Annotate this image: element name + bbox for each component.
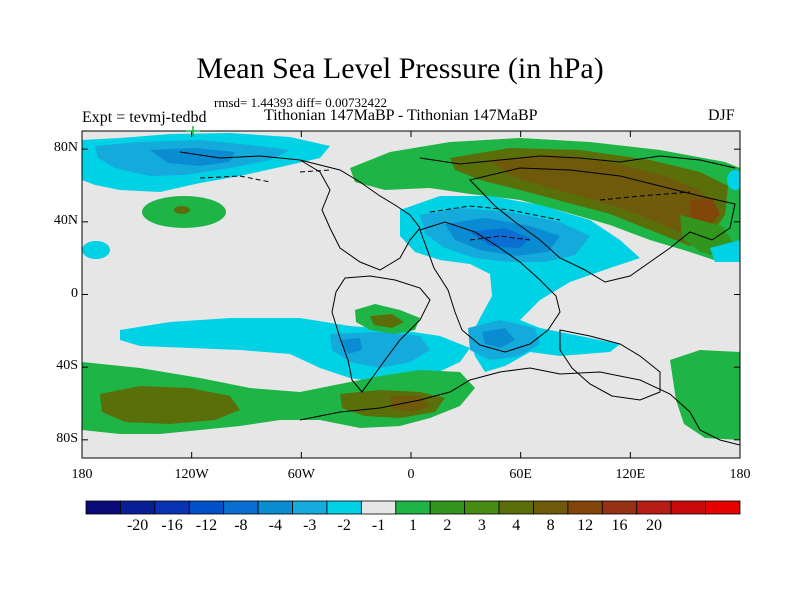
y-tick-label: 40N bbox=[53, 212, 78, 228]
colorbar-swatch bbox=[292, 500, 328, 515]
dashed-contour-europe bbox=[599, 191, 691, 201]
colorbar-swatch bbox=[601, 500, 638, 515]
contour-shigh-green-far-east bbox=[670, 350, 740, 440]
axis-ticks bbox=[81, 131, 741, 458]
colorbar-swatch bbox=[670, 500, 706, 515]
x-tick-label: 60E bbox=[509, 467, 532, 482]
contour-sband-olive bbox=[370, 314, 404, 328]
coastline-asia bbox=[469, 167, 736, 283]
season-label: DJF bbox=[708, 107, 735, 124]
colorbar-label: 20 bbox=[645, 517, 662, 534]
y-tick-label: 80S bbox=[56, 430, 78, 446]
contour-tethys-deep bbox=[470, 228, 530, 248]
x-tick-label: 120E bbox=[615, 467, 646, 482]
period-subtitle: Tithonian 147MaBP - Tithonian 147MaBP bbox=[264, 107, 538, 124]
colorbar-swatch bbox=[85, 500, 121, 515]
colorbar-swatch bbox=[154, 500, 190, 515]
colorbar-label: 8 bbox=[546, 517, 555, 534]
colorbar-swatch bbox=[223, 500, 259, 515]
colorbar-label: -20 bbox=[126, 517, 149, 534]
y-tick-label: 80N bbox=[53, 140, 78, 156]
colorbar-swatch bbox=[257, 500, 293, 515]
dashed-contour-arctic bbox=[199, 169, 331, 183]
dashed-contours bbox=[199, 169, 691, 241]
contour-npacific-olive bbox=[174, 206, 190, 214]
coastline-north-america bbox=[299, 159, 421, 271]
x-tick-label: 60W bbox=[287, 467, 315, 482]
contour-patch-cyan-2 bbox=[727, 170, 740, 190]
colorbar-swatch bbox=[464, 500, 500, 515]
map-title: Mean Sea Level Pressure (in hPa) bbox=[196, 52, 604, 85]
colorbar-label: -4 bbox=[268, 517, 282, 534]
colorbar-swatch bbox=[429, 500, 466, 515]
rmsd-diff-stats: rmsd= 1.44393 diff= 0.00732422 bbox=[214, 95, 387, 110]
colorbar-swatch bbox=[636, 500, 672, 515]
colorbar-label: -1 bbox=[371, 517, 386, 534]
colorbar-label: -16 bbox=[161, 517, 183, 534]
experiment-label: Expt = tevmj-tedbd bbox=[82, 109, 207, 126]
colorbar-swatch bbox=[326, 500, 362, 515]
colorbar-swatch bbox=[188, 500, 225, 515]
colorbar-label: -8 bbox=[234, 517, 248, 534]
colorbar-label: 16 bbox=[611, 517, 628, 534]
colorbar bbox=[85, 500, 741, 515]
coastline-arctic bbox=[179, 151, 736, 169]
coastline-africa-india bbox=[419, 221, 561, 353]
colorbar-swatch bbox=[360, 500, 397, 515]
colorbar-label: 2 bbox=[443, 517, 452, 534]
colorbar-label: -3 bbox=[303, 517, 317, 534]
colorbar-label: -2 bbox=[337, 517, 351, 534]
contour-eastpac-cyan bbox=[710, 240, 740, 262]
coastline-antarctica bbox=[299, 367, 740, 446]
colorbar-label: -12 bbox=[195, 517, 218, 534]
y-tick-label: 40S bbox=[56, 358, 78, 374]
y-tick-label: 0 bbox=[71, 285, 78, 301]
colorbar-label: 1 bbox=[409, 517, 417, 534]
colorbar-swatch bbox=[498, 500, 534, 515]
colorbar-swatch bbox=[567, 500, 603, 515]
contour-arctic-mid bbox=[150, 148, 235, 166]
x-tick-label: 0 bbox=[407, 467, 415, 482]
map-field bbox=[82, 131, 740, 458]
dashed-contour-tethys bbox=[429, 205, 561, 241]
colorbar-label: 3 bbox=[477, 517, 486, 534]
colorbar-swatch bbox=[120, 500, 156, 515]
contour-sband-mid bbox=[340, 338, 362, 354]
coastline-south-america bbox=[331, 275, 431, 393]
contour-patch-cyan-1 bbox=[82, 241, 110, 259]
colorbar-swatch bbox=[533, 500, 569, 515]
coastlines bbox=[179, 151, 740, 446]
contour-sindian-mid bbox=[482, 328, 515, 348]
colorbar-swatch bbox=[395, 500, 431, 515]
colorbar-swatch bbox=[705, 500, 741, 515]
plus-marker bbox=[186, 126, 200, 136]
x-tick-label: 180 bbox=[71, 467, 93, 482]
contour-shigh-olive-west bbox=[100, 386, 240, 424]
x-tick-label: 120W bbox=[174, 467, 209, 482]
coastline-australia bbox=[559, 329, 661, 401]
colorbar-label: 12 bbox=[577, 517, 594, 534]
contour-eurasia-brown bbox=[490, 155, 715, 232]
colorbar-label: 4 bbox=[512, 517, 521, 534]
x-tick-label: 180 bbox=[729, 467, 751, 482]
